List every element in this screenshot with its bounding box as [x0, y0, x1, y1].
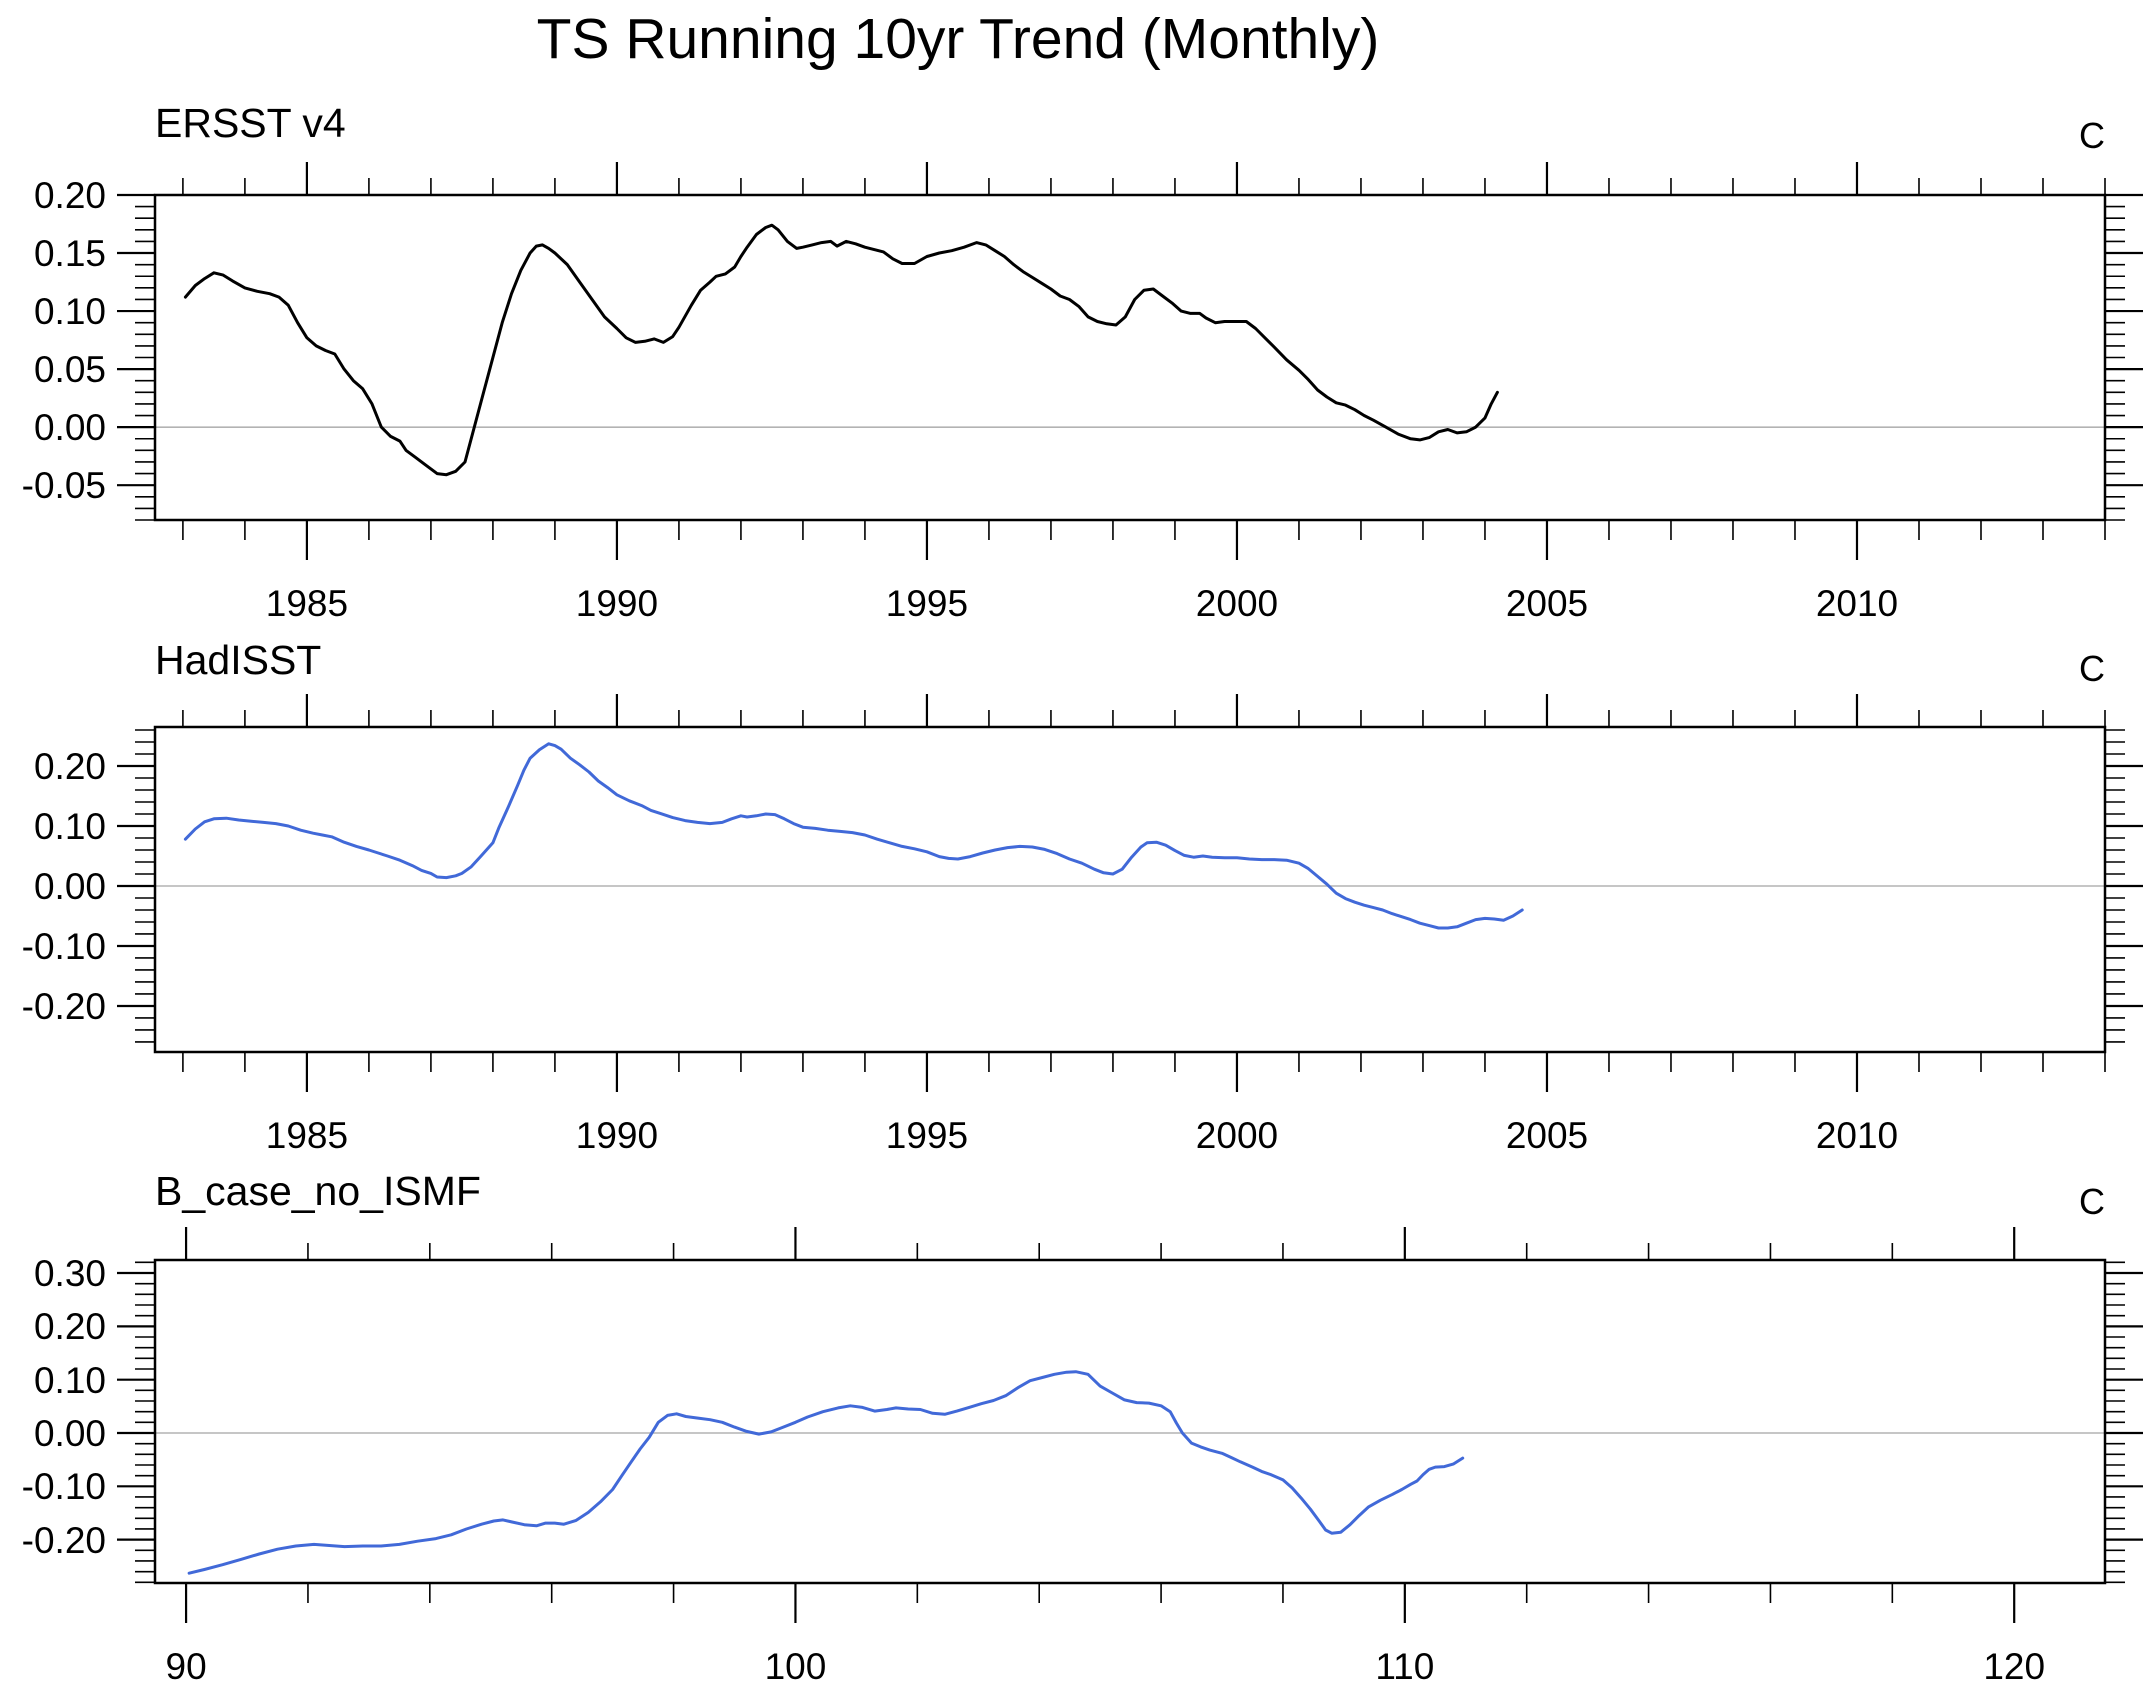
y-tick-label: -0.20: [21, 1519, 106, 1561]
y-tick-label: 0.00: [33, 1412, 106, 1454]
x-tick-label: 110: [1375, 1646, 1435, 1685]
plot-box-2: [153, 1258, 2107, 1585]
y-tick-label: -0.10: [21, 925, 106, 967]
y-tick-label: 0.30: [33, 1253, 106, 1294]
x-tick-label: 1995: [885, 1115, 969, 1156]
y-tick-label: 0.10: [33, 805, 106, 847]
x-tick-label: 1985: [265, 583, 349, 624]
x-tick-label: 2005: [1505, 583, 1589, 624]
y-tick-label: -0.10: [21, 1466, 106, 1508]
y-minor-ticks-1: [135, 729, 2125, 1043]
unit-label: C: [2079, 1181, 2105, 1222]
panel-title: HadISST: [155, 637, 322, 683]
y-major-ticks-0: [117, 193, 2143, 487]
y-tick-label: 0.00: [33, 865, 106, 907]
y-minor-ticks-2: [135, 1261, 2125, 1584]
y-major-ticks-1: [117, 764, 2143, 1008]
y-tick-label: 0.00: [33, 407, 106, 449]
y-major-ticks-2: [117, 1271, 2143, 1541]
series-line-hadisst: [183, 742, 1524, 930]
x-minor-ticks-2: [307, 1243, 1894, 1603]
y-tick-label: -0.05: [21, 465, 106, 507]
y-minor-ticks-0: [135, 205, 2125, 521]
x-minor-ticks-1: [182, 710, 2106, 1072]
y-tick-label: 0.20: [33, 1306, 106, 1348]
x-minor-ticks-0: [182, 178, 2106, 540]
plot-box-1: [153, 725, 2107, 1054]
x-tick-label: 120: [1983, 1646, 2046, 1685]
y-tick-label: -0.20: [21, 985, 106, 1027]
y-tick-label: 0.20: [33, 745, 106, 787]
x-tick-label: 1990: [575, 1115, 659, 1156]
x-tick-label: 2010: [1815, 583, 1899, 624]
x-tick-label: 2005: [1505, 1115, 1589, 1156]
panel-title: B_case_no_ISMF: [155, 1168, 481, 1214]
x-tick-label: 1985: [265, 1115, 349, 1156]
x-tick-label: 1990: [575, 583, 659, 624]
panel-title: ERSST v4: [155, 100, 346, 146]
unit-label: C: [2079, 648, 2105, 689]
y-tick-label: 0.05: [33, 349, 106, 391]
unit-label: C: [2079, 115, 2105, 156]
x-tick-label: 90: [165, 1646, 207, 1685]
x-major-ticks-0: [305, 162, 1859, 560]
x-tick-label: 100: [764, 1646, 827, 1685]
x-major-ticks-1: [305, 694, 1859, 1092]
y-tick-label: 0.10: [33, 291, 106, 333]
figure-title: TS Running 10yr Trend (Monthly): [536, 7, 1380, 71]
x-tick-label: 2000: [1195, 1115, 1279, 1156]
y-tick-label: 0.10: [33, 1359, 106, 1401]
x-tick-label: 2010: [1815, 1115, 1899, 1156]
y-tick-label: 0.20: [33, 175, 106, 216]
series-line-b-case-no-ismf: [187, 1370, 1465, 1575]
x-tick-label: 1995: [885, 583, 969, 624]
x-tick-label: 2000: [1195, 583, 1279, 624]
series-line-ersst-v4: [183, 223, 1499, 477]
x-major-ticks-2: [184, 1227, 2016, 1623]
plot-box-0: [153, 193, 2107, 522]
y-tick-label: 0.15: [33, 233, 106, 275]
